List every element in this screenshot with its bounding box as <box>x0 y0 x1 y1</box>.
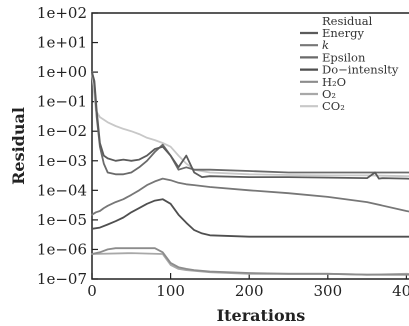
y-tick-label: 1e−04 <box>37 181 87 199</box>
series-line-6 <box>91 71 409 178</box>
y-axis-title: Residual <box>9 107 28 185</box>
series-line-1 <box>91 177 409 216</box>
legend-label-0: Energy <box>322 26 364 40</box>
y-tick-label: 1e+01 <box>37 34 87 52</box>
series-line-0 <box>91 71 409 180</box>
y-tick-label: 1e−06 <box>37 240 87 258</box>
y-axis: 1e−07 1e−06 1e−05 1e−04 1e−03 1e−02 1e−01 1e+00… <box>37 4 98 288</box>
x-axis: 0 100 200 300 400 <box>87 273 409 300</box>
y-tick-label: 1e+02 <box>37 4 87 22</box>
y-tick-label: 1e−05 <box>37 211 87 229</box>
legend-label-6: CO₂ <box>322 99 345 113</box>
plot-frame <box>91 12 409 280</box>
y-tick-label: 1e−02 <box>37 122 87 140</box>
x-tick-label: 0 <box>87 282 97 300</box>
y-tick-label: 1e−01 <box>37 93 87 111</box>
x-tick-label: 300 <box>313 282 342 300</box>
y-tick-label: 1e−03 <box>37 152 87 170</box>
series-layer <box>91 71 409 276</box>
x-tick-label: 100 <box>156 282 185 300</box>
x-axis-title: Iterations <box>217 306 306 325</box>
legend-label-4: H₂O <box>322 75 346 89</box>
legend: ResidualEnergykEpsilonDo−intensltyH₂OO₂C… <box>300 14 399 113</box>
x-tick-label: 400 <box>392 282 409 300</box>
legend-label-5: O₂ <box>322 87 336 101</box>
series-line-3 <box>91 198 409 238</box>
series-line-5 <box>91 252 409 276</box>
y-tick-label: 1e−07 <box>37 270 87 288</box>
y-tick-label: 1e+00 <box>37 63 87 81</box>
legend-label-2: Epsilon <box>322 50 366 64</box>
legend-label-1: k <box>322 38 329 52</box>
legend-label-3: Do−intenslty <box>322 63 399 77</box>
series-line-4 <box>91 247 409 276</box>
legend-title: Residual <box>322 14 373 28</box>
x-tick-label: 200 <box>235 282 264 300</box>
